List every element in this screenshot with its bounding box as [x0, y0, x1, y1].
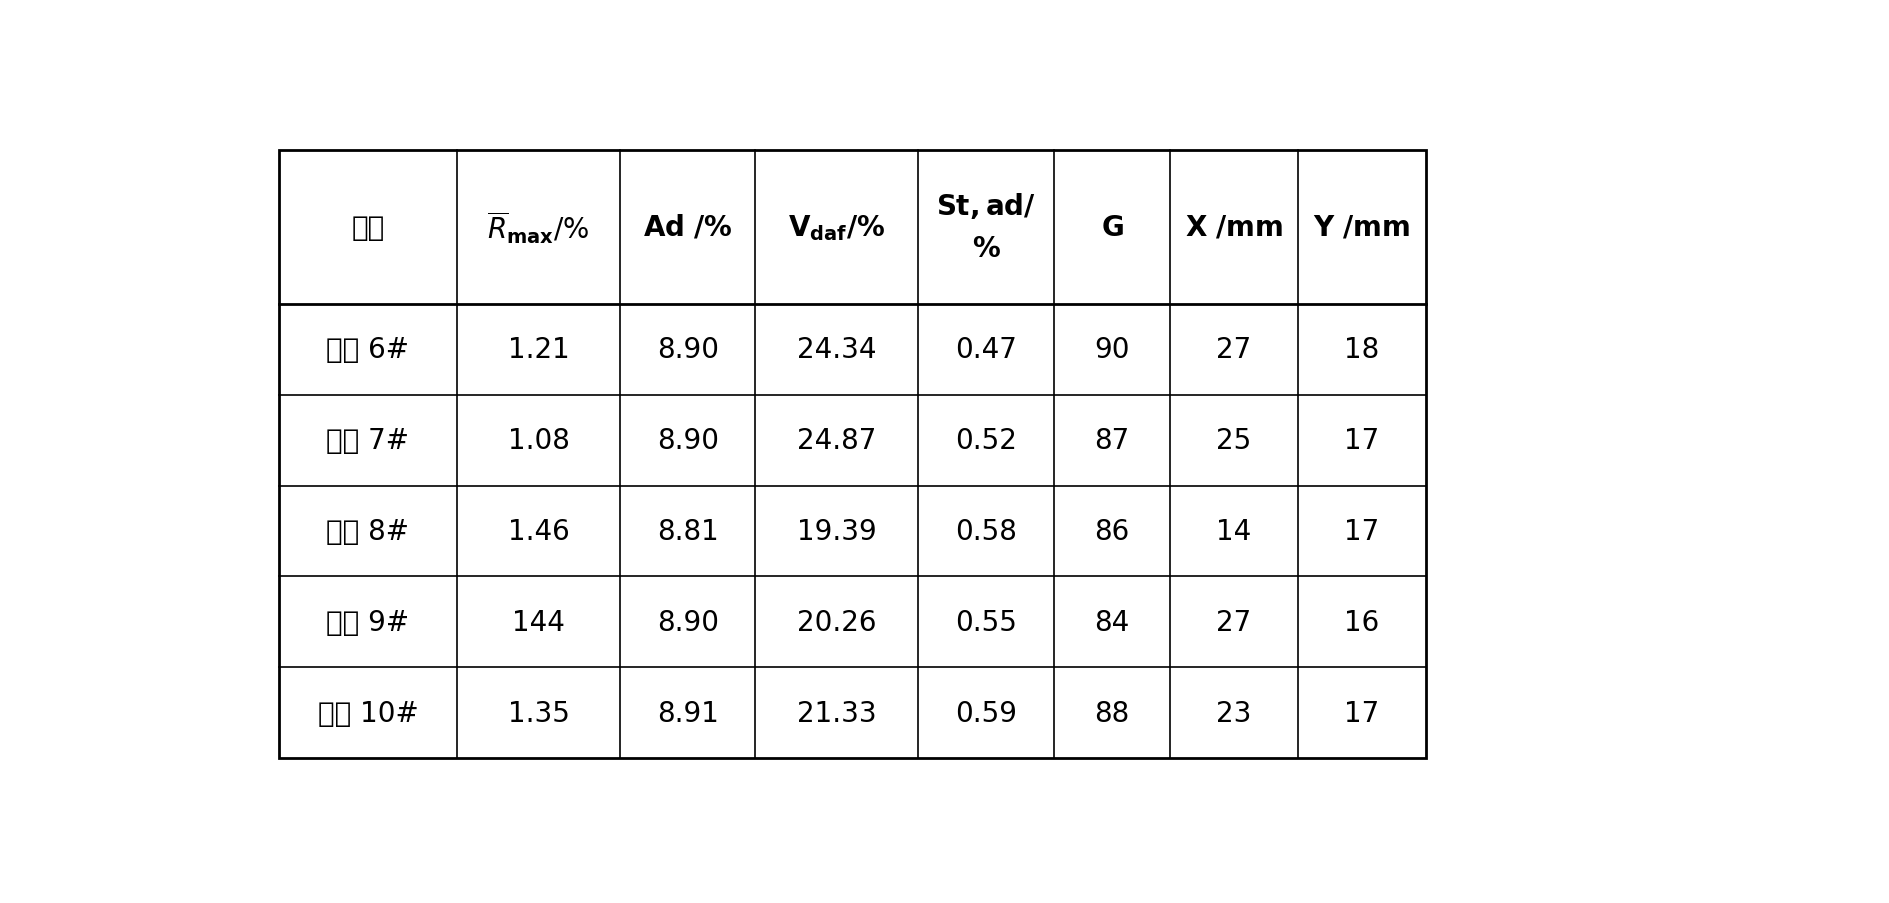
Text: $\mathbf{Ad\ /\%}$: $\mathbf{Ad\ /\%}$	[642, 214, 731, 242]
Text: 18: 18	[1343, 336, 1379, 364]
Text: 煤样: 煤样	[351, 214, 385, 242]
Text: 88: 88	[1094, 699, 1130, 727]
Bar	[280, 151, 1424, 759]
Text: $\overline{R}_{\mathbf{max}}$/%: $\overline{R}_{\mathbf{max}}$/%	[487, 209, 589, 246]
Text: 24.87: 24.87	[797, 426, 876, 454]
Text: 27: 27	[1217, 608, 1251, 636]
Text: 焦煤 8#: 焦煤 8#	[327, 517, 410, 545]
Text: 90: 90	[1094, 336, 1130, 364]
Text: 0.55: 0.55	[954, 608, 1016, 636]
Text: 24.34: 24.34	[797, 336, 876, 364]
Text: 焦煤 7#: 焦煤 7#	[327, 426, 410, 454]
Text: 1.35: 1.35	[508, 699, 569, 727]
Text: 1.46: 1.46	[508, 517, 569, 545]
Text: 86: 86	[1094, 517, 1130, 545]
Text: 8.81: 8.81	[657, 517, 718, 545]
Text: 焦煤 6#: 焦煤 6#	[327, 336, 410, 364]
Text: 8.90: 8.90	[655, 426, 718, 454]
Text: 0.59: 0.59	[954, 699, 1016, 727]
Text: $\mathbf{\%}$: $\mathbf{\%}$	[971, 235, 999, 263]
Text: 焦煤 9#: 焦煤 9#	[327, 608, 410, 636]
Text: 8.90: 8.90	[655, 336, 718, 364]
Text: 1.08: 1.08	[508, 426, 569, 454]
Text: 84: 84	[1094, 608, 1130, 636]
Text: 17: 17	[1343, 699, 1379, 727]
Text: 焦煤 10#: 焦煤 10#	[317, 699, 417, 727]
Text: 16: 16	[1343, 608, 1379, 636]
Text: 17: 17	[1343, 517, 1379, 545]
Text: $\mathbf{Y\ /mm}$: $\mathbf{Y\ /mm}$	[1313, 214, 1409, 242]
Text: 20.26: 20.26	[797, 608, 876, 636]
Text: 27: 27	[1217, 336, 1251, 364]
Text: 19.39: 19.39	[797, 517, 876, 545]
Text: $\mathbf{V}_{\mathbf{daf}}\mathbf{/ \%}$: $\mathbf{V}_{\mathbf{daf}}\mathbf{/ \%}$	[788, 213, 884, 243]
Text: 23: 23	[1217, 699, 1251, 727]
Text: 144: 144	[512, 608, 565, 636]
Text: 1.21: 1.21	[508, 336, 569, 364]
Text: $\mathbf{G}$: $\mathbf{G}$	[1099, 214, 1122, 242]
Text: 25: 25	[1217, 426, 1251, 454]
Text: 17: 17	[1343, 426, 1379, 454]
Text: $\mathbf{X\ /mm}$: $\mathbf{X\ /mm}$	[1184, 214, 1283, 242]
Text: 0.52: 0.52	[954, 426, 1016, 454]
Text: 0.47: 0.47	[954, 336, 1016, 364]
Text: $\mathbf{St,ad/}$: $\mathbf{St,ad/}$	[935, 191, 1035, 221]
Text: 8.91: 8.91	[655, 699, 718, 727]
Text: 14: 14	[1217, 517, 1251, 545]
Text: 21.33: 21.33	[797, 699, 876, 727]
Text: 87: 87	[1094, 426, 1130, 454]
Text: 0.58: 0.58	[954, 517, 1016, 545]
Text: 8.90: 8.90	[655, 608, 718, 636]
